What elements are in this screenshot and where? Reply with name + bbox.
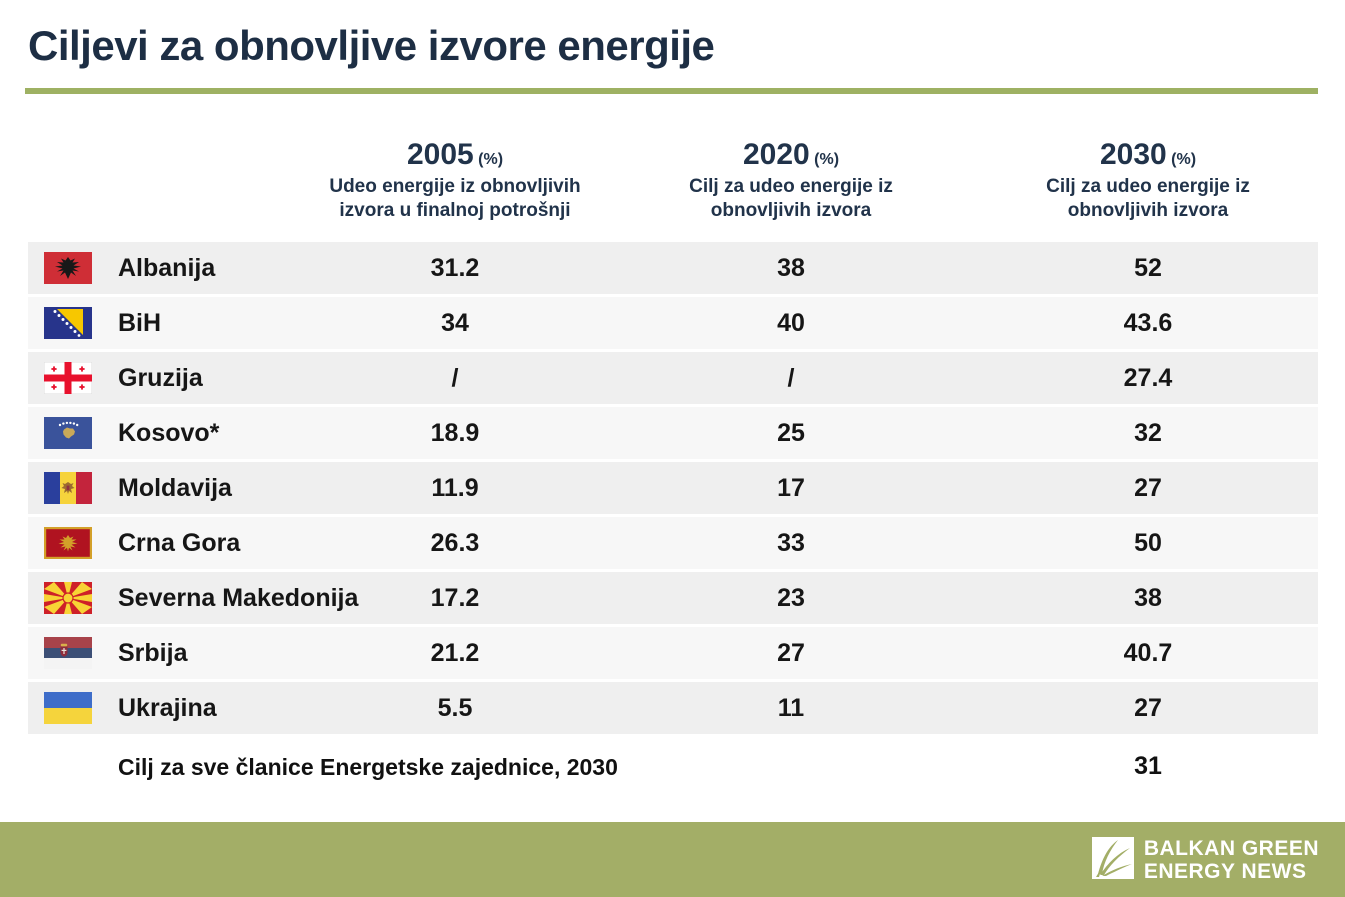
brand-name: BALKAN GREEN ENERGY NEWS <box>1144 838 1319 882</box>
table-row: Albanija 31.2 38 52 <box>28 242 1318 294</box>
subtitle-line: obnovljivih izvora <box>1067 199 1229 221</box>
table-row: Moldavija 11.9 17 27 <box>28 462 1318 514</box>
title-divider <box>25 88 1318 94</box>
value-2030: 43.6 <box>1123 309 1173 337</box>
brand-logo: BALKAN GREEN ENERGY NEWS <box>1091 837 1319 884</box>
montenegro-flag-icon <box>44 527 92 559</box>
value-2020: 17 <box>777 474 805 502</box>
summary-value-2030: 31 <box>1134 752 1162 780</box>
bosnia-flag-icon <box>44 307 92 339</box>
value-2005: 17.2 <box>430 584 480 612</box>
kosovo-flag-icon <box>44 417 92 449</box>
column-header-2020: 2020 (%) Cilj za udeo energije iz obnovl… <box>621 138 961 223</box>
value-2030: 32 <box>1134 419 1162 447</box>
brand-line2: ENERGY NEWS <box>1143 859 1307 883</box>
value-2005: 21.2 <box>430 639 480 667</box>
ukraine-flag-icon <box>44 692 92 724</box>
value-2030: 27 <box>1134 694 1162 722</box>
unit-label: (%) <box>814 151 840 168</box>
value-2020: 38 <box>777 254 805 282</box>
value-2030: 38 <box>1134 584 1162 612</box>
value-2005: 18.9 <box>430 419 480 447</box>
value-2020: 40 <box>777 309 805 337</box>
subtitle-line: izvora u finalnoj potrošnji <box>339 199 571 221</box>
albania-flag-icon <box>44 252 92 284</box>
brand-bar: BALKAN GREEN ENERGY NEWS <box>0 822 1345 897</box>
page-title: Ciljevi za obnovljive izvore energije <box>28 22 715 69</box>
summary-label: Cilj za sve članice Energetske zajednice… <box>118 754 618 780</box>
country-label: Moldavija <box>118 474 232 502</box>
value-2020: 33 <box>777 529 805 557</box>
table-row: Ukrajina 5.5 11 27 <box>28 682 1318 734</box>
value-2005: 26.3 <box>430 529 480 557</box>
value-2005: 31.2 <box>430 254 480 282</box>
value-2005: 5.5 <box>437 694 473 722</box>
table-row: Crna Gora 26.3 33 50 <box>28 517 1318 569</box>
value-2030: 40.7 <box>1123 639 1173 667</box>
value-2030: 52 <box>1134 254 1162 282</box>
value-2005: / <box>451 364 459 392</box>
table-row: BiH 34 40 43.6 <box>28 297 1318 349</box>
value-2020: 11 <box>777 694 805 722</box>
column-header-2005: 2005 (%) Udeo energije iz obnovljivih iz… <box>285 138 625 223</box>
country-label: Severna Makedonija <box>118 584 359 612</box>
country-label: Albanija <box>118 254 216 282</box>
subtitle-line: Cilj za udeo energije iz <box>1046 176 1250 197</box>
country-label: Gruzija <box>118 364 203 392</box>
value-2030: 50 <box>1134 529 1162 557</box>
country-label: Kosovo* <box>118 419 220 447</box>
summary-row: Cilj za sve članice Energetske zajednice… <box>28 748 1318 790</box>
table-row: Severna Makedonija 17.2 23 38 <box>28 572 1318 624</box>
table-row: Srbija 21.2 27 40.7 <box>28 627 1318 679</box>
year-label: 2030 <box>1099 138 1167 171</box>
value-2005: 11.9 <box>431 474 479 502</box>
georgia-flag-icon <box>44 362 92 394</box>
country-label: Srbija <box>118 639 188 667</box>
country-label: Ukrajina <box>118 694 217 722</box>
value-2020: 23 <box>777 584 805 612</box>
country-label: Crna Gora <box>118 529 241 557</box>
value-2030: 27.4 <box>1123 364 1173 392</box>
year-label: 2020 <box>742 138 810 171</box>
table-row: Gruzija / / 27.4 <box>28 352 1318 404</box>
subtitle-line: obnovljivih izvora <box>710 199 872 221</box>
value-2020: / <box>787 364 795 392</box>
subtitle-line: Cilj za udeo energije iz <box>689 176 893 197</box>
brand-line1: BALKAN GREEN <box>1143 837 1319 861</box>
value-2005: 34 <box>441 309 469 337</box>
leaf-logo-icon <box>1091 837 1134 884</box>
unit-label: (%) <box>478 151 504 168</box>
subtitle-line: Udeo energije iz obnovljivih <box>329 176 581 197</box>
country-label: BiH <box>118 309 162 337</box>
serbia-flag-icon <box>44 637 92 669</box>
column-header-2030: 2030 (%) Cilj za udeo energije iz obnovl… <box>978 138 1318 223</box>
moldova-flag-icon <box>44 472 92 504</box>
year-label: 2005 <box>406 138 474 171</box>
table-row: Kosovo* 18.9 25 32 <box>28 407 1318 459</box>
unit-label: (%) <box>1171 151 1197 168</box>
value-2020: 25 <box>777 419 805 447</box>
value-2020: 27 <box>777 639 805 667</box>
value-2030: 27 <box>1134 474 1162 502</box>
north-macedonia-flag-icon <box>44 582 92 614</box>
